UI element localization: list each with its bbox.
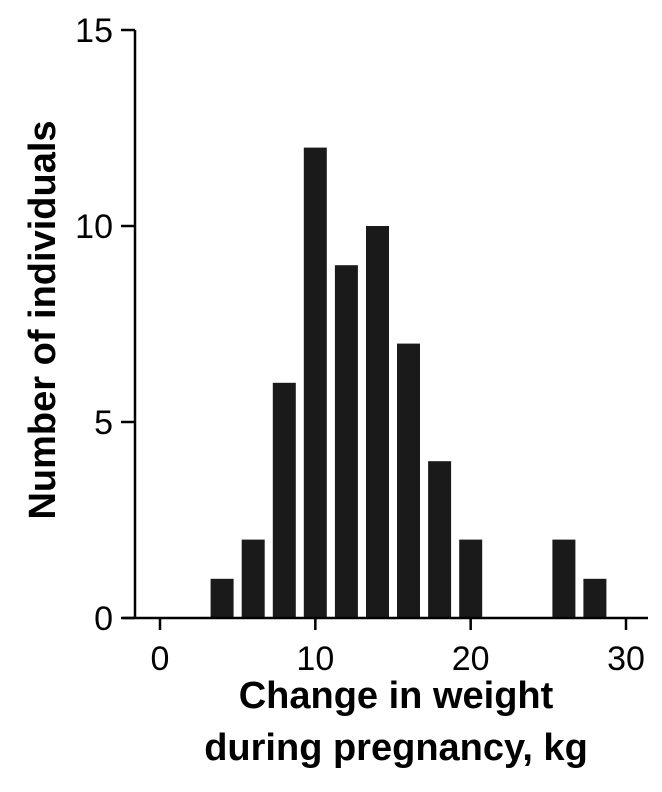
histogram-bar [583, 578, 607, 618]
x-axis-title-line-1: Change in weight [239, 675, 554, 717]
histogram-bar [303, 147, 327, 618]
x-tick-label: 30 [607, 640, 645, 678]
histogram-bar [272, 382, 296, 618]
x-tick-label: 20 [452, 640, 490, 678]
histogram-bar [552, 539, 576, 618]
histogram-bar [210, 578, 234, 618]
x-axis-title-line-2: during pregnancy, kg [204, 727, 588, 769]
histogram-bar [241, 539, 265, 618]
y-tick-label: 15 [75, 12, 113, 50]
histogram-bar [459, 539, 483, 618]
bars-group [210, 147, 607, 618]
x-tick-label: 10 [296, 640, 334, 678]
y-tick-label: 5 [94, 404, 113, 442]
y-tick-label: 10 [75, 208, 113, 246]
y-tick-label: 0 [94, 600, 113, 638]
axes-group: 0 5 10 15 0 10 20 30 [75, 12, 648, 678]
histogram-bar [366, 226, 389, 618]
y-axis-title: Number of individuals [22, 120, 64, 519]
x-tick-label: 0 [151, 640, 170, 678]
histogram-bar [428, 461, 452, 618]
histogram-bar [334, 265, 358, 618]
histogram-bar [397, 343, 420, 618]
